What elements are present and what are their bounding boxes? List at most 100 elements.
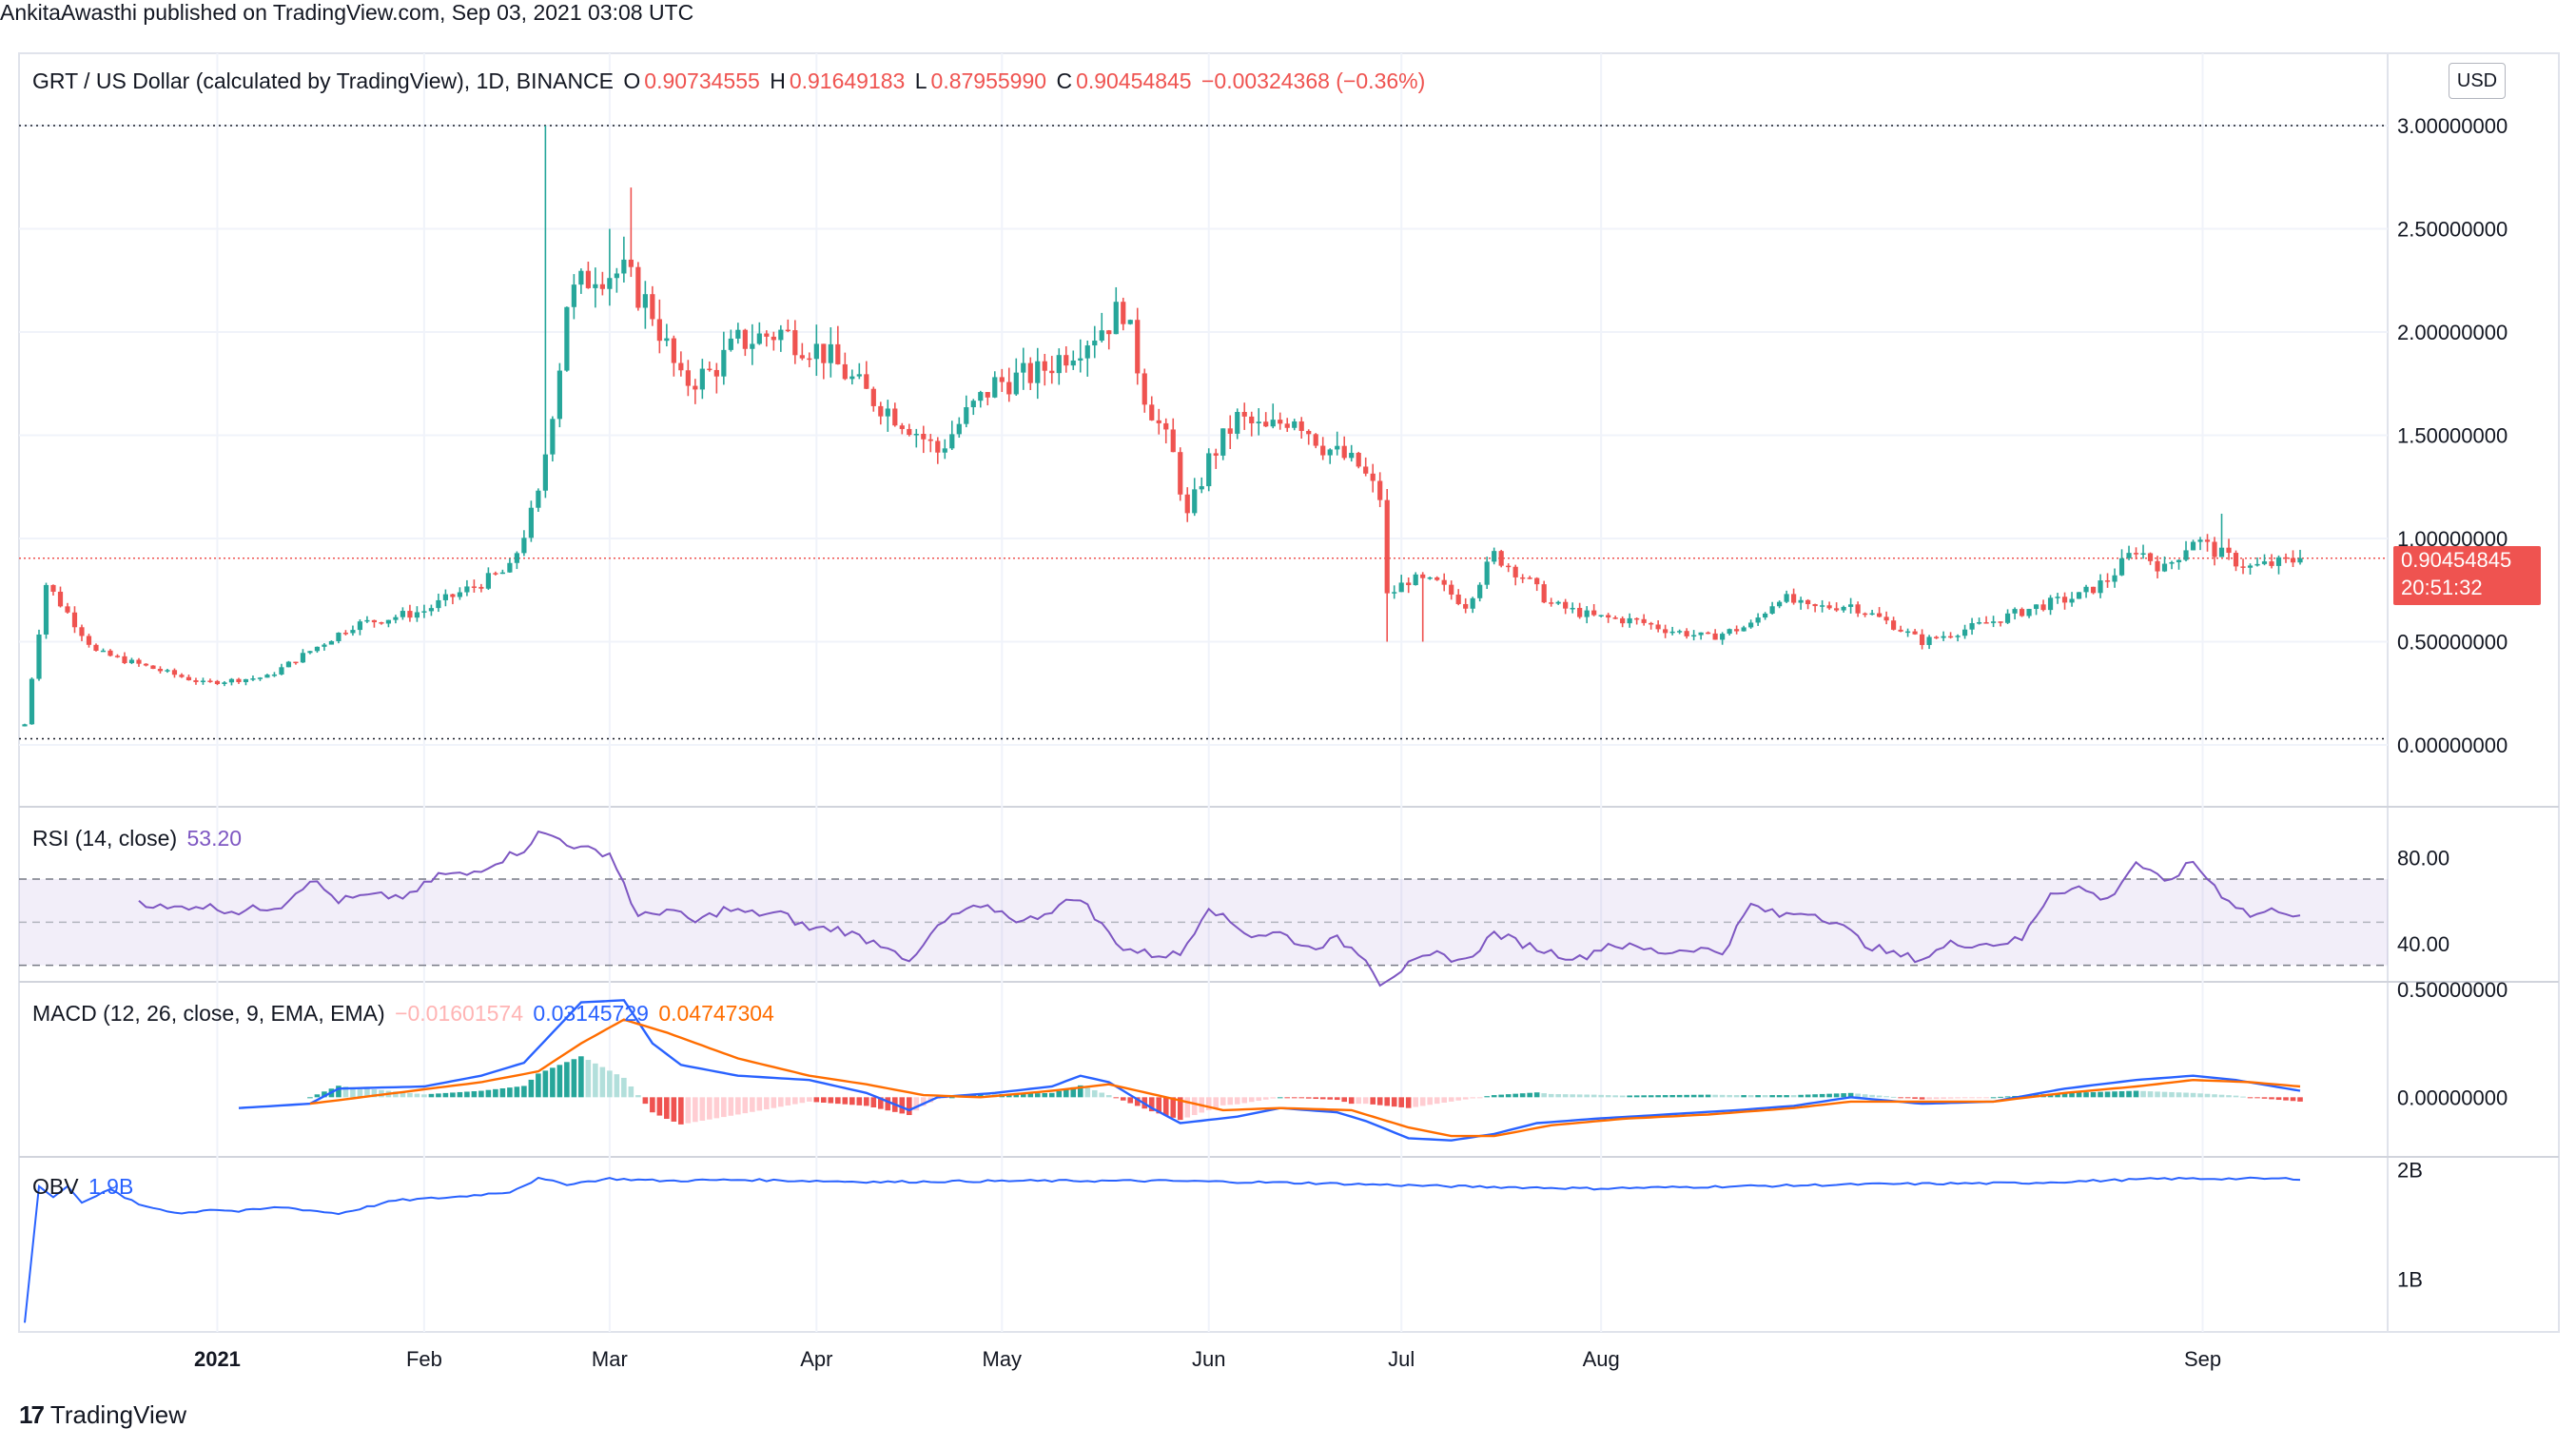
candle [1663, 624, 1669, 638]
candle-body [1655, 624, 1661, 630]
candle [357, 618, 363, 636]
candle-body [1463, 603, 1469, 609]
candle-body [878, 405, 884, 417]
candle-body [1812, 604, 1818, 607]
macd-histogram-bar [493, 1088, 498, 1098]
candle [771, 331, 776, 351]
candle [1512, 564, 1518, 586]
candle-body [2147, 553, 2154, 561]
candle-body [1841, 606, 1846, 611]
candle [892, 402, 898, 427]
tradingview-logo[interactable]: 17 TradingView [19, 1400, 186, 1430]
candle-body [1313, 434, 1318, 446]
candle [1006, 367, 1012, 402]
candle-body [1099, 330, 1104, 342]
candle [2019, 607, 2025, 617]
macd-histogram-bar [1705, 1094, 1711, 1098]
candle-body [1349, 452, 1355, 459]
candle-body [1669, 631, 1675, 634]
macd-histogram-bar [1869, 1094, 1875, 1098]
candle-body [393, 616, 399, 620]
candle [1912, 629, 1918, 636]
candle-body [200, 680, 206, 682]
candle-body [607, 278, 613, 289]
candle [1763, 612, 1768, 620]
price-tick-label: 1.50000000 [2397, 424, 2508, 448]
macd-histogram-bar [1313, 1097, 1319, 1100]
price-tick-label: 2.00000000 [2397, 321, 2508, 344]
candle-body [614, 273, 619, 279]
macd-histogram-bar [1099, 1092, 1105, 1098]
macd-histogram-bar [849, 1097, 855, 1106]
candle [1712, 629, 1718, 640]
candle [870, 386, 876, 412]
candle-body [870, 388, 876, 406]
macd-histogram-bar [1883, 1096, 1889, 1098]
candle [157, 666, 164, 674]
candle-body [650, 294, 655, 320]
candle [1748, 619, 1754, 629]
candle [628, 187, 634, 278]
candle-body [450, 594, 456, 597]
macd-histogram-bar [2133, 1090, 2139, 1098]
candle [2290, 550, 2296, 568]
candle-body [2047, 597, 2054, 611]
candle [1769, 601, 1775, 615]
candle-body [379, 622, 384, 624]
macd-histogram-bar [1570, 1094, 1575, 1098]
candle [1855, 601, 1861, 617]
macd-histogram-bar [336, 1086, 342, 1098]
chart-frame [18, 52, 2560, 1333]
candle-body [2240, 566, 2246, 568]
candle [821, 343, 827, 380]
candle-body [978, 392, 984, 401]
macd-histogram-bar [842, 1097, 849, 1105]
candle [792, 320, 798, 364]
candle-body [193, 680, 199, 682]
candle-body [1449, 584, 1454, 595]
candle-body [813, 343, 819, 360]
candle [171, 668, 178, 678]
macd-histogram-bar [656, 1097, 663, 1116]
candle [999, 368, 1005, 393]
candle-body [1441, 579, 1447, 585]
candle [499, 569, 505, 575]
candle [1969, 617, 1975, 636]
candle-body [2226, 547, 2232, 554]
macd-histogram-bar [1605, 1095, 1611, 1098]
candle [136, 657, 142, 667]
candle [1862, 612, 1868, 617]
candle [785, 319, 790, 333]
candle-body [1969, 623, 1975, 630]
candle-body [1341, 445, 1347, 459]
candle [1284, 418, 1290, 432]
candle-body [635, 266, 641, 308]
candle-body [1769, 606, 1775, 614]
macd-histogram-bar [1747, 1095, 1754, 1098]
candle [678, 351, 684, 377]
candle-body [1213, 453, 1219, 456]
candle [2297, 549, 2303, 565]
candle [1577, 602, 1583, 619]
candle [1883, 611, 1889, 625]
macd-histogram-bar [721, 1097, 727, 1118]
macd-histogram-bar [1598, 1094, 1604, 1098]
macd-histogram-bar [1662, 1095, 1669, 1098]
macd-histogram-bar [2090, 1091, 2097, 1098]
macd-histogram-bar [2254, 1097, 2260, 1099]
macd-histogram-bar [607, 1070, 613, 1098]
candle-body [143, 663, 149, 666]
candle [2161, 556, 2168, 573]
candle-body [1512, 566, 1518, 577]
rsi-pane [19, 830, 2388, 988]
macd-histogram-bar [457, 1091, 463, 1098]
candle-body [536, 490, 541, 508]
macd-histogram-bar [1334, 1097, 1340, 1101]
macd-histogram-bar [442, 1092, 449, 1098]
candle-body [949, 434, 955, 449]
candle [1192, 478, 1198, 517]
candle [1498, 549, 1504, 568]
currency-button[interactable]: USD [2449, 63, 2506, 99]
candle-body [699, 368, 705, 390]
x-tick-label: Jul [1388, 1347, 1415, 1371]
